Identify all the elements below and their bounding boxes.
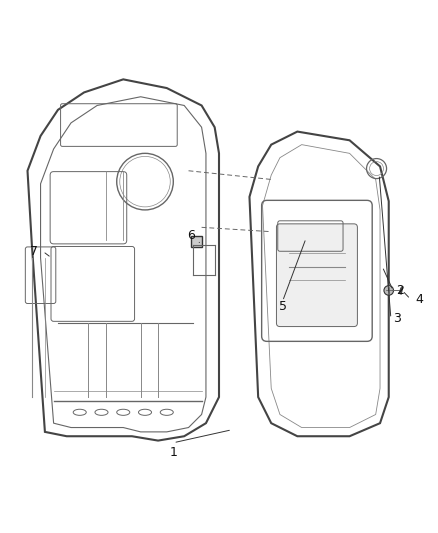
FancyBboxPatch shape	[276, 224, 357, 327]
Circle shape	[384, 286, 393, 295]
Text: 6: 6	[187, 229, 194, 241]
Text: 7: 7	[30, 245, 38, 258]
Text: 2: 2	[396, 284, 403, 297]
Text: 1: 1	[170, 446, 177, 459]
Text: 3: 3	[393, 312, 401, 325]
Bar	[191, 236, 201, 247]
Text: 4: 4	[415, 293, 423, 305]
Text: 5: 5	[279, 300, 286, 313]
